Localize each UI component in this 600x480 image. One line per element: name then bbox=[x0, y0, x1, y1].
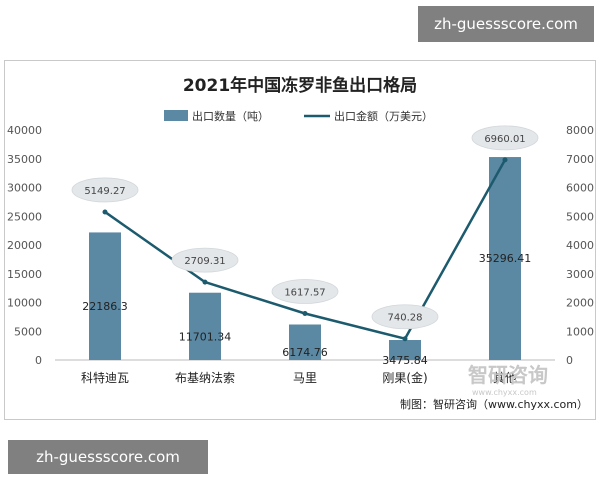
line-label-bubble bbox=[471, 125, 539, 151]
bar-series: 22186.3 11701.34 6174.76 3475.84 35296.41 bbox=[82, 157, 531, 367]
logo-watermark: 智研咨询 www.chyxx.com bbox=[468, 363, 548, 397]
line-value-label: 1617.57 bbox=[284, 287, 325, 298]
logo-site: www.chyxx.com bbox=[472, 388, 537, 397]
watermark-bottom: zh-guessscore.com bbox=[8, 440, 208, 474]
category-label: 刚果(金) bbox=[382, 370, 427, 385]
bar bbox=[89, 232, 121, 360]
line-point bbox=[102, 209, 108, 215]
legend: 出口数量（吨） 出口金额（万美元） bbox=[164, 109, 433, 123]
y-left-tick-label: 30000 bbox=[7, 182, 42, 195]
line-label-bubble bbox=[371, 304, 439, 330]
y-left-tick-label: 0 bbox=[35, 354, 42, 367]
y-right-tick-label: 3000 bbox=[566, 268, 594, 281]
chart-title: 2021年中国冻罗非鱼出口格局 bbox=[183, 75, 417, 96]
line-label-bubble bbox=[71, 177, 139, 203]
line-point bbox=[502, 157, 508, 163]
line-value-label: 5149.27 bbox=[84, 186, 125, 197]
line-label-bubble bbox=[171, 247, 239, 273]
category-label: 马里 bbox=[293, 371, 317, 385]
category-label: 其他 bbox=[493, 371, 517, 385]
line-point bbox=[202, 279, 208, 285]
bar-value-label: 35296.41 bbox=[479, 252, 532, 265]
line-series: 5149.27 2709.31 1617.57 740.28 6960.01 bbox=[71, 125, 539, 342]
y-right-tick-label: 8000 bbox=[566, 124, 594, 137]
line-value-label: 2709.31 bbox=[184, 256, 225, 267]
bar-value-label: 6174.76 bbox=[282, 346, 328, 359]
y-axis-left: 0 5000 10000 15000 20000 25000 30000 35000 40000 bbox=[7, 124, 42, 367]
y-left-tick-label: 40000 bbox=[7, 124, 42, 137]
y-left-tick-label: 20000 bbox=[7, 239, 42, 252]
y-right-tick-label: 1000 bbox=[566, 325, 594, 338]
y-axis-right: 0 1000 2000 3000 4000 5000 6000 7000 8000 bbox=[566, 124, 594, 367]
bar bbox=[389, 340, 421, 360]
category-labels: 科特迪瓦 布基纳法索 马里 刚果(金) 其他 bbox=[81, 370, 517, 385]
watermark-top: zh-guessscore.com bbox=[418, 6, 594, 42]
line-value-label: 6960.01 bbox=[484, 134, 525, 145]
y-right-tick-label: 2000 bbox=[566, 297, 594, 310]
category-label: 布基纳法索 bbox=[175, 371, 235, 385]
bar-value-label: 11701.34 bbox=[179, 330, 232, 343]
line-value-label: 740.28 bbox=[388, 313, 423, 324]
bar-value-label: 3475.84 bbox=[382, 354, 428, 367]
y-right-tick-label: 7000 bbox=[566, 153, 594, 166]
bar bbox=[489, 157, 521, 360]
legend-bar-swatch bbox=[164, 110, 188, 121]
line-point bbox=[402, 336, 408, 342]
bar bbox=[289, 324, 321, 360]
y-left-tick-label: 10000 bbox=[7, 297, 42, 310]
y-right-tick-label: 6000 bbox=[566, 182, 594, 195]
y-right-tick-label: 0 bbox=[566, 354, 573, 367]
chart-source: 制图：智研咨询（www.chyxx.com） bbox=[400, 397, 588, 411]
y-left-tick-label: 25000 bbox=[7, 210, 42, 223]
logo-mark: 智研咨询 bbox=[468, 363, 548, 387]
bar-value-label: 22186.3 bbox=[82, 300, 128, 313]
line-point bbox=[302, 310, 308, 316]
legend-line-label: 出口金额（万美元） bbox=[334, 109, 433, 123]
y-left-tick-label: 35000 bbox=[7, 153, 42, 166]
legend-bar-label: 出口数量（吨） bbox=[192, 109, 269, 123]
y-right-tick-label: 4000 bbox=[566, 239, 594, 252]
bar bbox=[189, 292, 221, 360]
category-label: 科特迪瓦 bbox=[81, 370, 129, 385]
y-left-tick-label: 15000 bbox=[7, 268, 42, 281]
line-label-bubble bbox=[271, 279, 339, 304]
y-right-tick-label: 5000 bbox=[566, 210, 594, 223]
y-left-tick-label: 5000 bbox=[14, 325, 42, 338]
